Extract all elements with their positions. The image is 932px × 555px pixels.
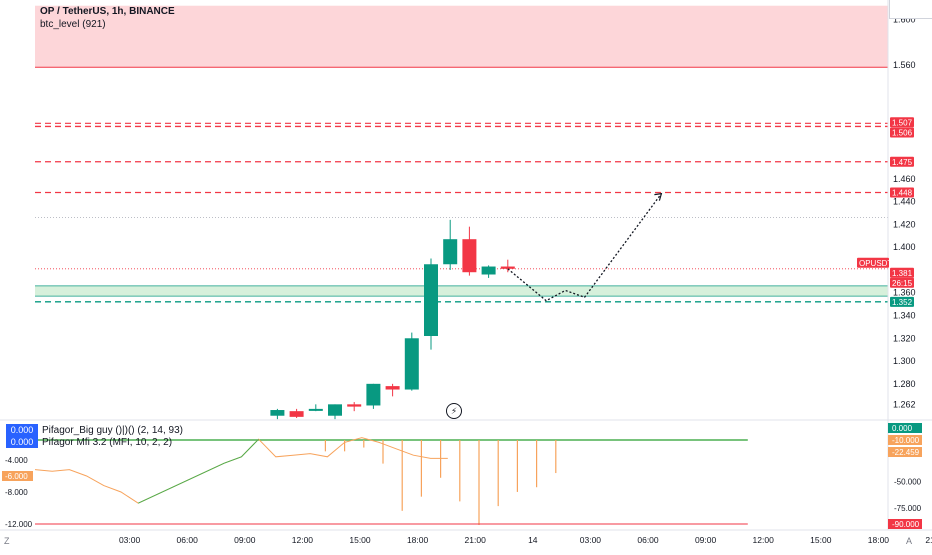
right-axis-label: -22.459 bbox=[892, 448, 920, 457]
candle-body bbox=[289, 411, 304, 417]
price-tag bbox=[890, 127, 914, 138]
price-axis-label: 1.400 bbox=[893, 242, 916, 252]
left-axis-label: -4.000 bbox=[5, 456, 28, 465]
time-axis-label: 18:00 bbox=[407, 535, 429, 545]
time-axis-label: 15:00 bbox=[810, 535, 832, 545]
candle-body bbox=[270, 410, 285, 416]
time-axis-label: 09:00 bbox=[234, 535, 256, 545]
left-axis-label: -6.000 bbox=[5, 472, 28, 481]
price-tag bbox=[890, 117, 914, 128]
mfi-line-green bbox=[137, 438, 259, 504]
left-axis-tag bbox=[2, 471, 33, 481]
price-tag-label: 26:15 bbox=[892, 279, 913, 288]
right-axis-label: -10.000 bbox=[892, 436, 920, 445]
zone-0 bbox=[35, 5, 888, 68]
indicator-label: Pifagor_Big guy ()|)() (2, 14, 93) bbox=[42, 425, 183, 436]
left-axis-label: -8.000 bbox=[5, 488, 28, 497]
right-axis-label: -75.000 bbox=[894, 504, 922, 513]
time-axis-label: 15:00 bbox=[349, 535, 371, 545]
right-axis-tag bbox=[888, 447, 922, 457]
price-axis-label: 1.320 bbox=[893, 333, 916, 343]
candle-body bbox=[385, 386, 400, 390]
time-axis-label: 12:00 bbox=[753, 535, 775, 545]
candle-body bbox=[462, 239, 477, 273]
lightning-icon[interactable]: ⚡ bbox=[446, 403, 462, 419]
time-axis-label: 18:00 bbox=[868, 535, 890, 545]
candle-body bbox=[443, 239, 458, 265]
candle-body bbox=[481, 266, 496, 275]
candle-body bbox=[424, 264, 438, 336]
indicator-legend-mfi[interactable]: 0.000 Pifagor Mfi 3.2 (MFI, 10, 2, 2) bbox=[6, 436, 172, 449]
price-tag bbox=[890, 187, 914, 198]
price-axis-label: 1.420 bbox=[893, 219, 916, 229]
price-tag-label: 1.381 bbox=[892, 269, 913, 278]
right-axis-tag bbox=[888, 435, 922, 445]
zoom-toggle[interactable]: Z bbox=[4, 536, 10, 546]
candle-body bbox=[308, 408, 323, 411]
auto-scale-toggle[interactable]: A bbox=[906, 536, 913, 546]
time-axis-label: 21:00 bbox=[465, 535, 487, 545]
price-tag-label: 1.352 bbox=[892, 298, 913, 307]
right-axis-tag bbox=[888, 519, 922, 529]
time-axis-label: 21:00 bbox=[925, 535, 932, 545]
price-tag bbox=[890, 267, 914, 278]
time-axis-label: 06:00 bbox=[637, 535, 659, 545]
time-axis-label: 09:00 bbox=[695, 535, 717, 545]
price-tag-label: 1.448 bbox=[892, 189, 913, 198]
indicator-value-badge: 0.000 bbox=[6, 436, 38, 448]
price-axis-label: 1.560 bbox=[893, 60, 916, 70]
price-axis-label: 1.340 bbox=[893, 311, 916, 321]
price-tag bbox=[890, 277, 914, 288]
price-axis-label: 1.300 bbox=[893, 356, 916, 366]
time-axis-label: 14 bbox=[528, 535, 538, 545]
projection-path bbox=[507, 193, 662, 302]
price-tag bbox=[890, 156, 914, 167]
candle-body bbox=[500, 266, 515, 269]
right-axis-label: -90.000 bbox=[892, 520, 920, 529]
price-axis-label: 1.600 bbox=[893, 14, 916, 24]
indicator-legend-bigguy[interactable]: 0.000 Pifagor_Big guy ()|)() (2, 14, 93) bbox=[6, 424, 183, 437]
candle-body bbox=[328, 404, 342, 416]
price-tag bbox=[857, 257, 889, 268]
price-tag-label: 1.475 bbox=[892, 158, 913, 167]
right-axis-tag bbox=[888, 423, 922, 433]
settings-button[interactable] bbox=[889, 0, 932, 19]
price-tag-label: 1.506 bbox=[892, 128, 913, 137]
left-axis-label: -12.000 bbox=[5, 520, 33, 529]
indicator-value-badge: 0.000 bbox=[6, 424, 38, 436]
projection-arrow bbox=[654, 192, 663, 201]
price-tag-label: OPUSDT bbox=[859, 259, 892, 268]
price-axis-label: 1.440 bbox=[893, 197, 916, 207]
time-axis-label: 06:00 bbox=[177, 535, 199, 545]
time-axis-label: 03:00 bbox=[119, 535, 141, 545]
time-axis-label: 03:00 bbox=[580, 535, 602, 545]
right-axis-label: 0.000 bbox=[892, 424, 913, 433]
price-axis-label: 1.280 bbox=[893, 379, 916, 389]
price-tag-label: 1.507 bbox=[892, 118, 913, 127]
candle-body bbox=[404, 338, 419, 390]
right-axis-label: -50.000 bbox=[894, 477, 922, 486]
indicator-label: Pifagor Mfi 3.2 (MFI, 10, 2, 2) bbox=[42, 437, 173, 448]
candle-body bbox=[366, 383, 381, 406]
zone-1 bbox=[35, 285, 888, 297]
price-axis-label: 1.262 bbox=[893, 399, 916, 409]
candle-body bbox=[347, 404, 362, 407]
price-axis-label: 1.360 bbox=[893, 288, 916, 298]
price-axis-label: 1.460 bbox=[893, 174, 916, 184]
time-axis-label: 12:00 bbox=[292, 535, 314, 545]
price-tag bbox=[890, 296, 914, 307]
